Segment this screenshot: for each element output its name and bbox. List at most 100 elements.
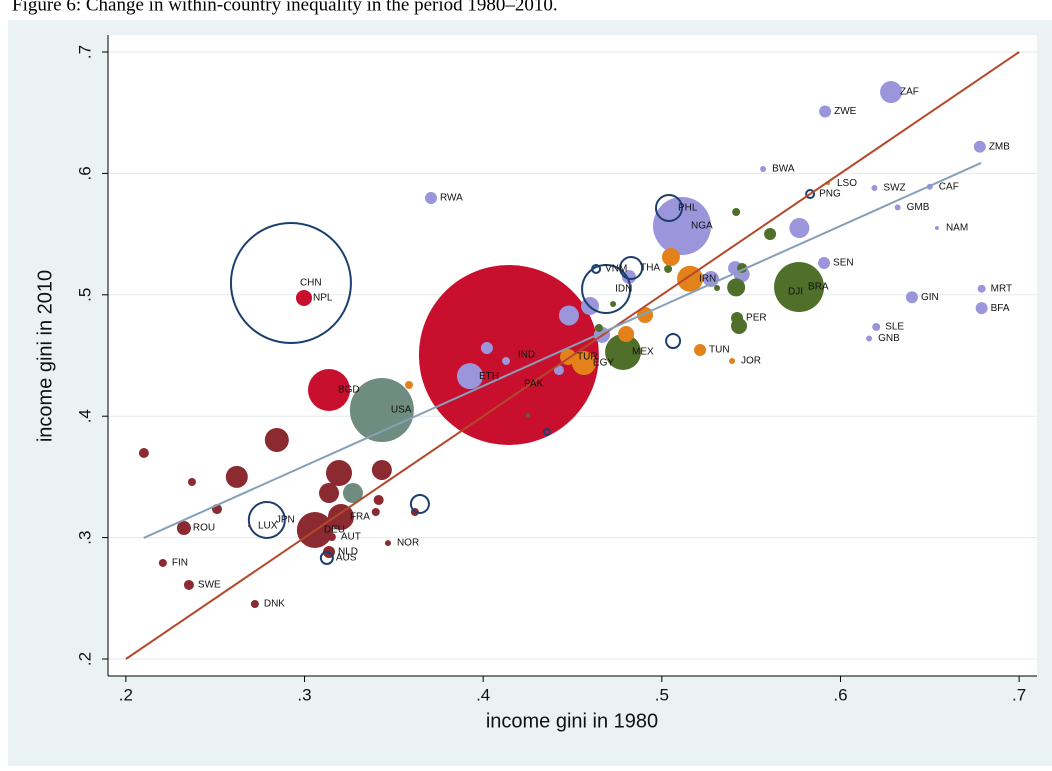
marks: IND PAK NPL BGD ZAF ZWE ZMB BWA RWA SWZ CAF GMB NAM N…: [125, 51, 1020, 660]
point-label: NPL: [313, 293, 333, 304]
bubble: [187, 478, 196, 487]
point-label: BGD: [338, 385, 360, 396]
bubble: [318, 483, 339, 504]
bubble: [894, 204, 901, 211]
bubble: [729, 357, 736, 364]
point-label: ETH: [479, 371, 499, 382]
point-label: LUX: [258, 521, 278, 532]
bubble: [661, 248, 680, 267]
x-tick-label: .2: [119, 685, 133, 704]
x-axis-title: income gini in 1980: [486, 710, 658, 732]
bubble: [880, 81, 903, 104]
point-label: AUT: [341, 532, 361, 543]
bubble: [384, 540, 391, 547]
bubble: [618, 326, 635, 343]
bubble: [371, 459, 392, 480]
bubble: [247, 500, 286, 539]
bubble: [349, 378, 414, 443]
point-label: BWA: [772, 164, 795, 175]
x-tick-label: .4: [476, 685, 490, 704]
bubble: [371, 507, 380, 516]
point-label: THA: [640, 263, 660, 274]
bubble: [526, 412, 531, 417]
point-label: NOR: [397, 538, 419, 549]
bubble: [250, 600, 259, 609]
bubble: [610, 301, 617, 308]
point-label: NAM: [946, 223, 968, 234]
reference-line: [125, 51, 1020, 660]
bubble: [425, 192, 438, 205]
point-label: BRA: [808, 282, 829, 293]
bubble: [732, 208, 741, 217]
x-tick-label: .7: [1012, 685, 1026, 704]
y-tick-label: .7: [75, 45, 94, 59]
point-label: SEN: [833, 258, 854, 269]
bubble: [764, 227, 777, 240]
point-label: ROU: [193, 523, 215, 534]
bubble: [654, 193, 683, 222]
y-tick-label: .3: [75, 531, 94, 545]
bubble: [714, 285, 721, 292]
point-label: DEU: [324, 525, 345, 536]
point-label: CAF: [939, 181, 959, 192]
bubble: [542, 427, 551, 436]
point-label: IDN: [615, 284, 632, 295]
point-label: EGY: [593, 358, 614, 369]
y-tick-label: .2: [75, 652, 94, 666]
caption: Figure 6: Change in within-country inequ…: [12, 0, 558, 15]
bubble: [975, 302, 988, 315]
point-label: MRT: [991, 283, 1012, 294]
bubble: [405, 381, 414, 390]
bubble: [731, 317, 748, 334]
bubble: [871, 184, 878, 191]
point-label: FRA: [350, 512, 370, 523]
bubble: [480, 341, 493, 354]
bubble: [818, 256, 831, 269]
bubble: [418, 265, 599, 446]
point-label: RWA: [440, 193, 463, 204]
point-label: SWE: [198, 580, 221, 591]
bubble: [558, 305, 579, 326]
x-tick-label: .5: [655, 685, 669, 704]
y-tick-label: .4: [75, 409, 94, 423]
point-label: GIN: [921, 292, 939, 303]
y-tick-label: .6: [75, 166, 94, 180]
y-axis-title: income gini in 2010: [34, 270, 56, 442]
point-label: VNM: [605, 264, 627, 275]
bubble: [327, 503, 354, 530]
x-tick-label: .6: [833, 685, 847, 704]
bubble: [325, 460, 352, 487]
bubble: [176, 521, 191, 536]
bubble: [619, 255, 644, 280]
point-label: TUN: [709, 345, 730, 356]
point-label: NLD: [338, 547, 358, 558]
bubble: [872, 322, 881, 331]
point-label: GNB: [878, 333, 900, 344]
point-label: ZMB: [989, 141, 1010, 152]
bubble: [409, 493, 430, 514]
point-label: TUR: [577, 352, 598, 363]
bubble: [789, 218, 810, 239]
point-label: BFA: [991, 303, 1010, 314]
point-label: FIN: [172, 558, 188, 569]
bubble: [295, 289, 312, 306]
bubble: [264, 427, 289, 452]
point-label: SLE: [885, 322, 904, 333]
point-label: DNK: [264, 599, 285, 610]
bubble: [694, 344, 707, 357]
bubble: [373, 494, 384, 505]
y-tick-label: .5: [75, 288, 94, 302]
bubble: [760, 166, 767, 173]
bubble: [183, 579, 194, 590]
bubble: [342, 483, 363, 504]
bubble: [977, 284, 986, 293]
point-label: ZWE: [834, 106, 857, 117]
point-label: IND: [518, 350, 535, 361]
point-label: GMB: [907, 202, 930, 213]
point-label: PAK: [524, 379, 544, 390]
point-label: AUS: [336, 553, 357, 564]
bubble: [727, 278, 746, 297]
bubble: [805, 189, 816, 200]
bubble: [594, 323, 603, 332]
